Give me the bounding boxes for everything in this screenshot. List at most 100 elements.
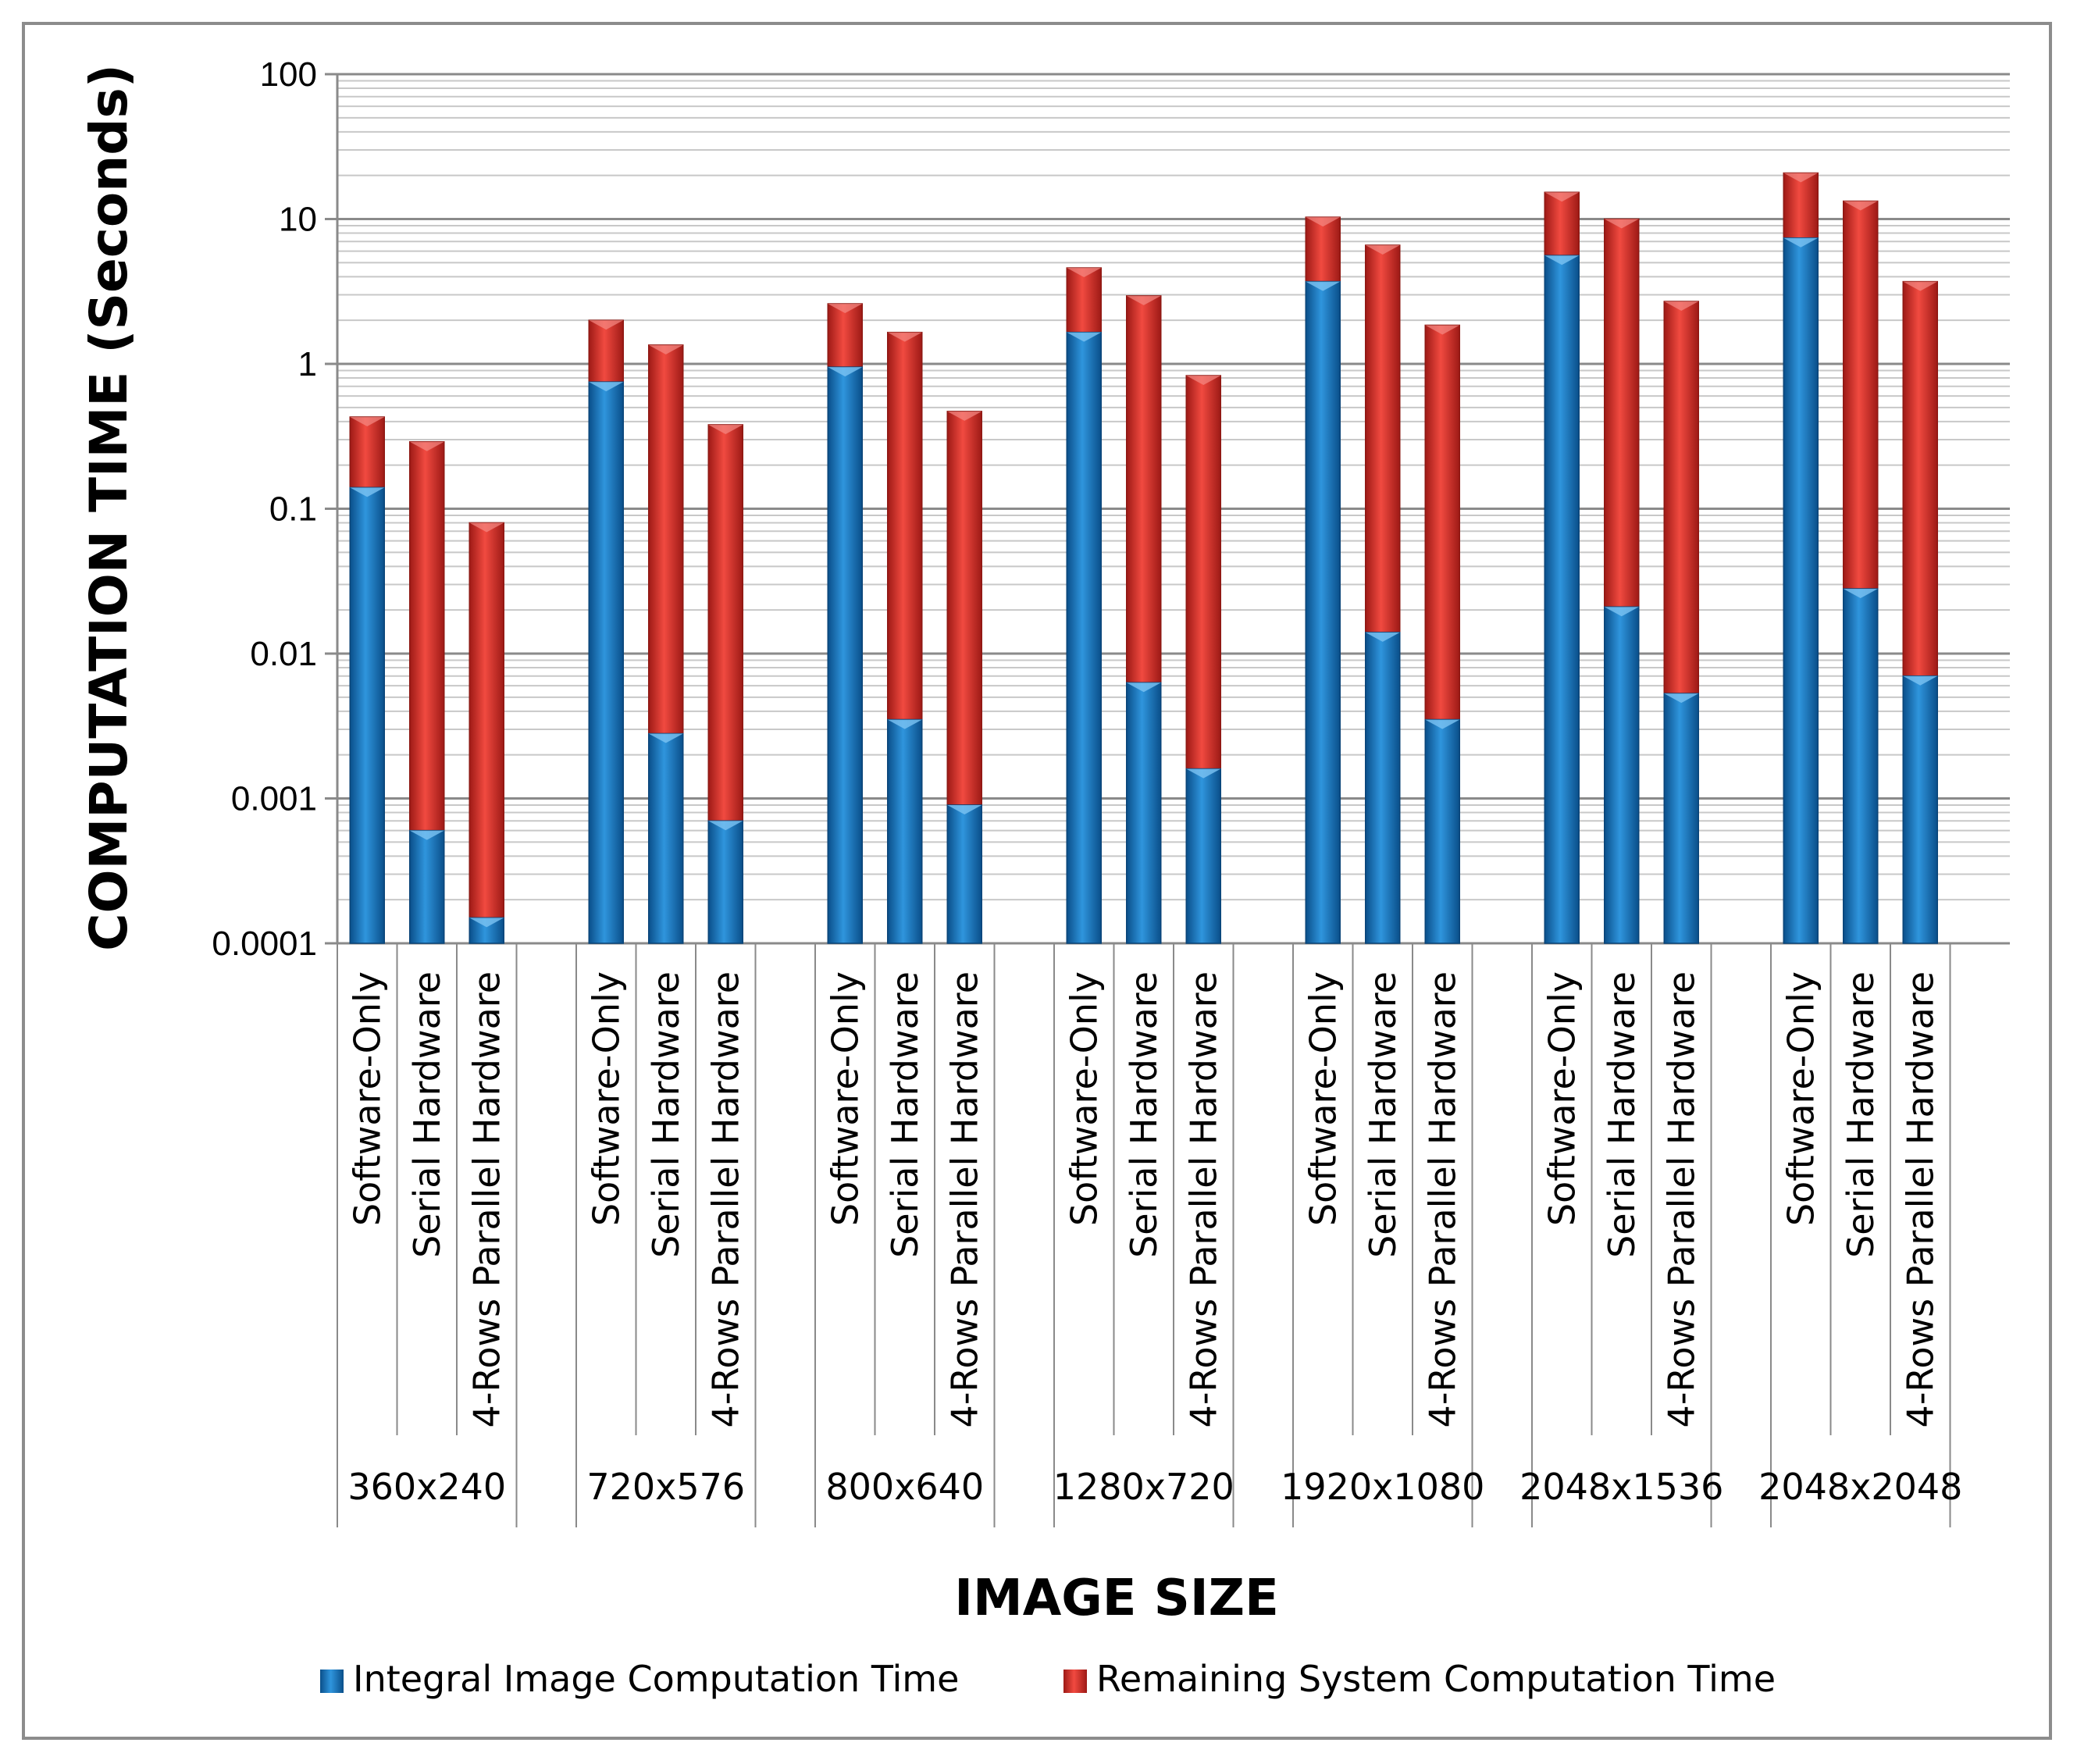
y-tick-label: 100 [260, 55, 317, 94]
bar-remaining-cap [1365, 244, 1400, 255]
bar-integral-time [1544, 255, 1580, 944]
bar-integral-cap [1365, 632, 1400, 642]
bar-remaining-cap [1425, 325, 1460, 335]
bar-remaining-time [946, 411, 982, 806]
bar-integral-time [1365, 632, 1401, 944]
bar-remaining-cap [1067, 268, 1102, 278]
bar-integral-cap [1783, 237, 1819, 248]
bar-remaining-time [1126, 295, 1162, 683]
bar-integral-time [1066, 331, 1102, 944]
bar-integral-cap [1903, 675, 1938, 686]
category-label: Serial Hardware [406, 971, 448, 1258]
bar-integral-cap [1843, 589, 1878, 599]
bar-remaining-time [1783, 172, 1819, 239]
category-label: Software-Only [1063, 971, 1105, 1226]
bar-integral-time [887, 718, 923, 944]
bar-remaining-time [1424, 324, 1460, 721]
bar-integral-cap [589, 382, 624, 392]
bar-remaining-time [468, 522, 504, 919]
bar-remaining-cap [350, 416, 385, 426]
bar-remaining-cap [1903, 281, 1938, 291]
bar-remaining-time [1185, 375, 1221, 770]
bar-remaining-time [1305, 216, 1341, 283]
category-label: Software-Only [585, 971, 627, 1226]
bar-remaining-time [887, 331, 923, 721]
y-tick-label: 0.01 [250, 635, 317, 673]
bar-integral-time [1424, 718, 1460, 944]
bar-integral-time [1604, 606, 1640, 944]
bar-integral-cap [887, 719, 922, 729]
bar-integral-time [588, 381, 624, 944]
bar-integral-time [648, 732, 684, 944]
bar-integral-cap [469, 918, 504, 928]
bar-remaining-cap [409, 441, 444, 451]
bar-remaining-time [707, 424, 743, 821]
bar-integral-cap [1664, 693, 1699, 704]
bar-remaining-time [1843, 200, 1879, 590]
category-label: 4-Rows Parallel Hardware [704, 971, 746, 1427]
category-label: 4-Rows Parallel Hardware [1421, 971, 1463, 1427]
category-label: 4-Rows Parallel Hardware [465, 971, 508, 1427]
bar-integral-cap [828, 367, 863, 377]
category-label: Software-Only [1780, 971, 1822, 1226]
category-label: Software-Only [1541, 971, 1583, 1226]
bar-remaining-cap [1186, 376, 1221, 386]
category-label: Serial Hardware [1840, 971, 1882, 1258]
legend-label-integral: Integral Image Computation Time [353, 1658, 959, 1700]
bars [349, 172, 1938, 944]
bar-integral-cap [1186, 768, 1221, 779]
bar-remaining-cap [1664, 301, 1699, 311]
category-label: 4-Rows Parallel Hardware [1182, 971, 1224, 1427]
category-label: Software-Only [824, 971, 866, 1226]
bar-remaining-cap [1126, 295, 1161, 305]
bar-integral-time [1663, 693, 1699, 944]
category-label: Serial Hardware [1601, 971, 1643, 1258]
bar-remaining-time [648, 344, 684, 735]
bar-remaining-time [349, 416, 385, 489]
y-tick-label: 0.001 [231, 780, 317, 818]
bar-remaining-cap [1783, 173, 1819, 183]
bar-remaining-time [1902, 280, 1938, 677]
x-axis-title: IMAGE SIZE [954, 1570, 1279, 1627]
bar-remaining-time [1066, 267, 1102, 333]
category-label: Serial Hardware [884, 971, 926, 1258]
bar-integral-time [1126, 682, 1162, 944]
bar-integral-time [827, 366, 863, 944]
y-tick-label: 0.0001 [212, 925, 317, 963]
bar-integral-time [1843, 588, 1879, 944]
bar-remaining-cap [828, 304, 863, 314]
bar-remaining-time [1663, 301, 1699, 694]
category-label: 4-Rows Parallel Hardware [1899, 971, 1941, 1427]
legend-swatch-integral [320, 1670, 344, 1693]
y-axis-title: COMPUTATION TIME (Seconds) [79, 64, 139, 951]
group-label: 1920x1080 [1281, 1466, 1484, 1508]
bar-integral-time [946, 804, 982, 944]
group-label: 360x240 [347, 1466, 506, 1508]
gridlines [337, 73, 2010, 945]
category-label: Serial Hardware [645, 971, 687, 1258]
group-label: 720x576 [586, 1466, 745, 1508]
bar-integral-cap [350, 487, 385, 497]
group-label: 1280x720 [1053, 1466, 1234, 1508]
bar-integral-cap [947, 804, 982, 814]
bar-integral-cap [1604, 607, 1639, 617]
bar-remaining-cap [947, 411, 982, 421]
labels: 100 10 1 0.1 0.01 0.001 0.0001 Software-Only Ser… [212, 55, 1962, 1508]
group-label: 800x640 [825, 1466, 984, 1508]
bar-integral-cap [1126, 682, 1161, 693]
category-label: 4-Rows Parallel Hardware [1660, 971, 1702, 1427]
bar-integral-cap [648, 733, 683, 743]
bar-integral-cap [409, 830, 444, 840]
legend-swatch-remaining [1063, 1670, 1087, 1693]
category-label: Serial Hardware [1362, 971, 1404, 1258]
bar-remaining-cap [708, 424, 743, 434]
bar-integral-cap [708, 821, 743, 831]
category-label: 4-Rows Parallel Hardware [943, 971, 985, 1427]
category-label: Software-Only [346, 971, 388, 1226]
bar-remaining-time [1604, 218, 1640, 608]
axes [325, 73, 2010, 1527]
bar-integral-cap [1067, 332, 1102, 342]
bar-remaining-cap [589, 320, 624, 330]
bar-integral-time [1783, 237, 1819, 944]
category-label: Serial Hardware [1123, 971, 1165, 1258]
